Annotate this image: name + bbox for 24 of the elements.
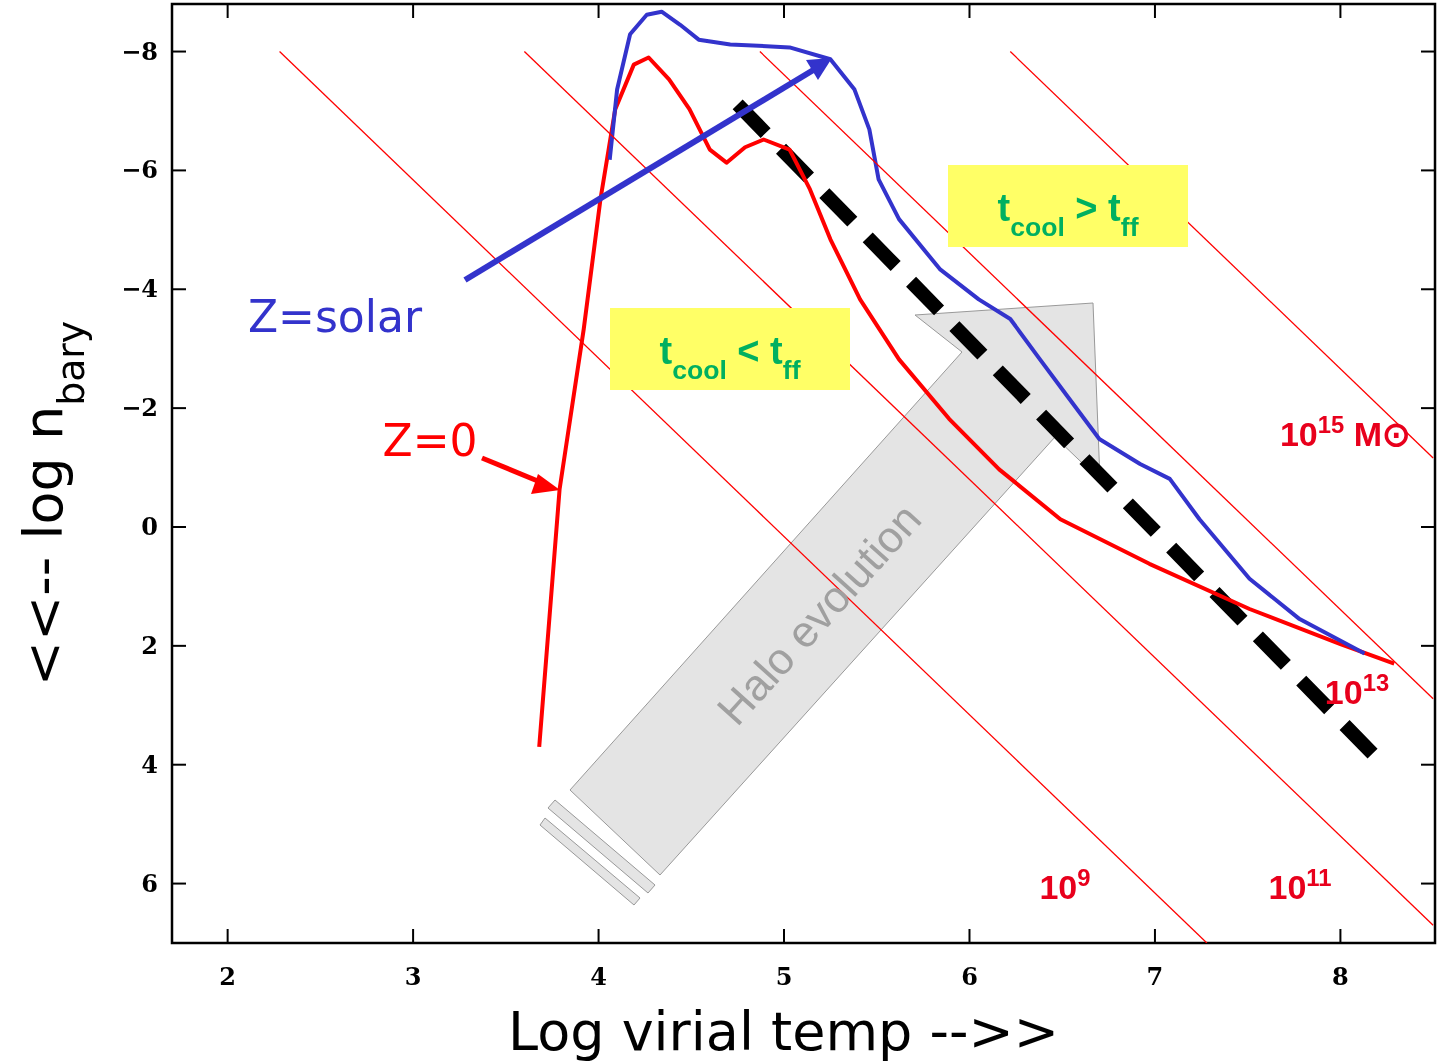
- y-tick-label: −6: [121, 155, 158, 185]
- x-tick-label: 5: [775, 962, 793, 991]
- x-tick-label: 7: [1146, 962, 1164, 991]
- x-tick-label: 4: [590, 962, 607, 991]
- annotation: t$_{cool}$ > t$_{ff}$: [997, 187, 1139, 242]
- annotation: 10$^{13}$: [1324, 668, 1390, 711]
- y-tick-label: −4: [121, 274, 158, 304]
- annotation: Z=0: [382, 415, 478, 466]
- annotation: 10$^{15}$ M⊙: [1279, 410, 1411, 453]
- annotation: 10$^{11}$: [1268, 863, 1332, 906]
- y-tick-label: 0: [141, 511, 158, 541]
- y-tick-label: 4: [141, 749, 158, 779]
- annotation: Z=solar: [247, 291, 423, 342]
- x-tick-label: 2: [219, 962, 236, 991]
- annotation: 10$^{9}$: [1039, 863, 1091, 906]
- annotation: t$_{cool}$ < t$_{ff}$: [659, 330, 801, 385]
- x-axis-title: Log virial temp -->>: [508, 1000, 1059, 1063]
- y-tick-label: −8: [121, 36, 158, 66]
- y-tick-label: 2: [141, 630, 158, 660]
- y-tick-label: 6: [141, 868, 158, 898]
- y-tick-label: −2: [121, 393, 158, 423]
- x-tick-label: 6: [961, 962, 978, 991]
- x-tick-label: 3: [404, 962, 422, 991]
- x-tick-label: 8: [1332, 962, 1349, 991]
